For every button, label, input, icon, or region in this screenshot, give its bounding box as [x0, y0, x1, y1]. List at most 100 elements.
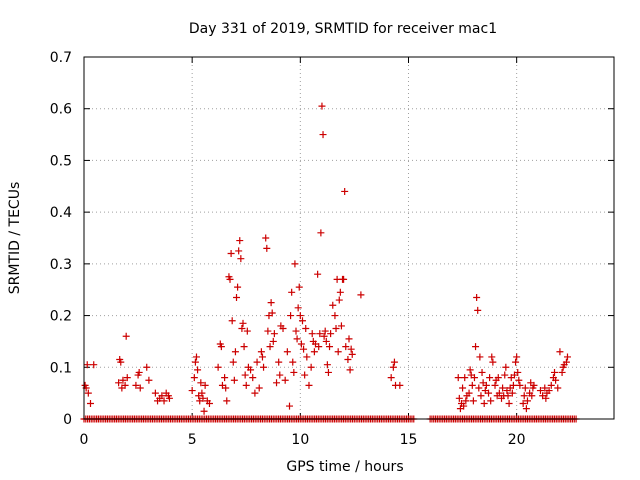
data-point-marker: [504, 392, 512, 400]
data-point-marker: [121, 381, 129, 389]
data-point-marker: [308, 330, 316, 338]
data-point-marker: [237, 255, 245, 263]
data-point-marker: [345, 335, 353, 343]
data-point-marker: [281, 376, 289, 384]
data-point-marker: [528, 392, 536, 400]
data-point-marker: [90, 361, 98, 369]
data-point-marker: [342, 343, 350, 351]
data-point-marker: [276, 371, 284, 379]
data-point-marker: [530, 381, 538, 389]
data-points: [80, 102, 580, 423]
axis-ticks: [83, 56, 614, 420]
data-point-marker: [482, 381, 490, 389]
data-point-marker: [474, 306, 482, 314]
data-point-marker: [198, 389, 206, 397]
data-point-marker: [461, 374, 469, 382]
data-point-marker: [283, 348, 291, 356]
data-point-marker: [505, 399, 513, 407]
data-point-marker: [480, 399, 488, 407]
data-point-marker: [519, 399, 527, 407]
data-point-marker: [491, 381, 499, 389]
data-point-marker: [509, 381, 517, 389]
data-point-marker: [294, 304, 302, 312]
data-point-marker: [558, 368, 566, 376]
data-point-marker: [263, 244, 271, 252]
data-point-marker: [217, 343, 225, 351]
data-point-marker: [454, 374, 462, 382]
data-point-marker: [348, 350, 356, 358]
data-point-marker: [476, 353, 484, 361]
data-point-marker: [469, 397, 477, 405]
plot-frame: [83, 56, 615, 420]
data-point-marker: [292, 327, 300, 335]
data-point-marker: [251, 389, 259, 397]
data-point-marker: [468, 381, 476, 389]
data-point-marker: [165, 394, 173, 402]
data-point-marker: [520, 392, 528, 400]
data-point-marker: [287, 312, 295, 320]
data-point-marker: [257, 348, 265, 356]
x-axis-label: GPS time / hours: [286, 459, 403, 475]
x-tick-label: 5: [188, 432, 197, 448]
data-point-marker: [551, 368, 559, 376]
data-point-marker: [266, 343, 274, 351]
data-point-marker: [243, 327, 251, 335]
data-point-marker: [323, 361, 331, 369]
data-point-marker: [190, 374, 198, 382]
data-point-marker: [258, 353, 266, 361]
data-point-marker: [487, 397, 495, 405]
data-point-marker: [563, 353, 571, 361]
data-point-marker: [459, 384, 467, 392]
data-point-marker: [347, 345, 355, 353]
data-point-marker: [194, 366, 202, 374]
data-point-marker: [240, 343, 248, 351]
data-point-marker: [119, 376, 127, 384]
data-point-marker: [310, 348, 318, 356]
y-tick-label: 0.7: [50, 50, 72, 66]
data-point-marker: [556, 348, 564, 356]
data-point-marker: [346, 366, 354, 374]
data-point-marker: [301, 371, 309, 379]
data-point-marker: [226, 275, 234, 283]
data-point-marker: [300, 345, 308, 353]
data-point-marker: [512, 358, 520, 366]
data-point-marker: [242, 381, 250, 389]
data-point-marker: [478, 368, 486, 376]
data-point-marker: [143, 363, 151, 371]
data-point-marker: [340, 275, 348, 283]
data-point-marker: [318, 102, 326, 110]
data-point-marker: [396, 381, 404, 389]
data-point-marker: [329, 301, 337, 309]
data-point-marker: [145, 376, 153, 384]
data-point-marker: [233, 293, 241, 301]
y-tick-label: 0.2: [50, 309, 72, 325]
data-point-marker: [123, 374, 131, 382]
data-point-marker: [489, 358, 497, 366]
data-point-marker: [513, 353, 521, 361]
data-point-marker: [331, 312, 339, 320]
data-point-marker: [326, 343, 334, 351]
data-point-marker: [470, 374, 478, 382]
data-point-marker: [486, 374, 494, 382]
data-point-marker: [214, 363, 222, 371]
data-point-marker: [315, 343, 323, 351]
data-point-marker: [223, 397, 231, 405]
data-point-marker: [228, 317, 236, 325]
data-point-marker: [462, 397, 470, 405]
data-point-marker: [286, 402, 294, 410]
data-point-marker: [230, 376, 238, 384]
data-point-marker: [234, 283, 242, 291]
data-point-marker: [521, 384, 529, 392]
data-point-marker: [562, 358, 570, 366]
y-tick-label: 0: [63, 412, 72, 428]
grid-lines: [84, 57, 614, 419]
data-point-marker: [295, 283, 303, 291]
data-point-marker: [291, 260, 299, 268]
data-point-marker: [357, 291, 365, 299]
data-point-marker: [477, 392, 485, 400]
data-point-marker: [199, 394, 207, 402]
data-point-marker: [86, 399, 94, 407]
data-point-marker: [264, 327, 272, 335]
data-point-marker: [324, 368, 332, 376]
data-point-marker: [501, 371, 509, 379]
